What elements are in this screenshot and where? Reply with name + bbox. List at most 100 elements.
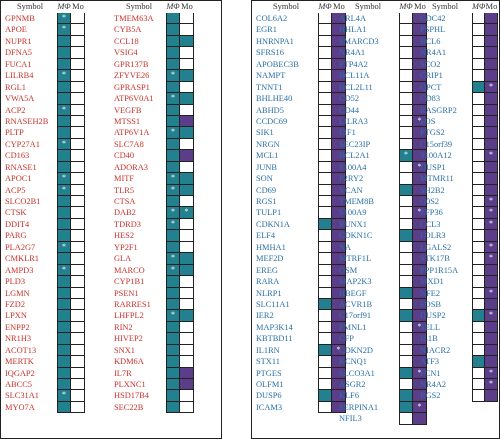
- macrophage-cell: [472, 241, 485, 254]
- significance-asterisk: *: [489, 150, 493, 160]
- monocyte-cell: [332, 196, 346, 208]
- monocyte-cell: *: [485, 196, 498, 208]
- monocyte-cell: [413, 127, 427, 139]
- monocyte-cell: [180, 230, 194, 242]
- gene-symbol: MITF: [114, 174, 135, 184]
- macrophage-cell: [57, 344, 71, 357]
- gene-symbol: SLCO2B1: [5, 197, 41, 206]
- macrophage-cell: [166, 356, 180, 368]
- macrophage-cell: [318, 310, 332, 322]
- gene-row: NR4A2 *: [418, 379, 498, 391]
- gene-symbol: EIF1: [339, 128, 356, 138]
- monocyte-cell: [71, 47, 85, 59]
- gene-symbol: ATP6V0A1: [114, 94, 154, 104]
- macrophage-cell: [472, 196, 485, 208]
- macrophage-cell: [318, 58, 332, 71]
- gene-row: BCL2L11: [337, 81, 427, 94]
- gene-row: RIN2: [112, 321, 194, 334]
- macrophage-cell: [472, 298, 485, 311]
- monocyte-cell: [180, 310, 194, 322]
- gene-symbol: LGALS2: [420, 242, 452, 252]
- macrophage-cell: [472, 264, 485, 277]
- gene-symbol: PLA2G7: [5, 242, 36, 252]
- macrophage-cell: [166, 390, 180, 402]
- monocyte-cell: *: [332, 344, 346, 357]
- monocyte-cell: [71, 207, 85, 219]
- gene-symbol: LILRB4: [5, 71, 34, 81]
- gene-symbol: DAB2: [114, 208, 136, 218]
- macrophage-cell: [399, 104, 413, 116]
- symbol-header: Symbol: [16, 2, 44, 11]
- gene-symbol: HNRNPA1: [256, 36, 294, 46]
- gene-row: NAMPT: [254, 70, 346, 82]
- macrophage-cell: [472, 356, 485, 368]
- monocyte-cell: [180, 379, 194, 391]
- monocyte-cell: [413, 413, 427, 425]
- gene-row: AMPD3 *: [3, 264, 85, 277]
- gene-row: APOE *: [3, 24, 85, 36]
- macrophage-cell: [57, 253, 71, 265]
- macrophage-cell: [166, 344, 180, 357]
- monocyte-cell: [71, 138, 85, 151]
- gene-symbol: SNX1: [114, 345, 135, 355]
- gene-row: LGALS2 *: [418, 241, 498, 254]
- macrophage-cell: [318, 196, 332, 208]
- macrophage-cell: [472, 184, 485, 196]
- macrophage-cell: [57, 287, 71, 299]
- gene-symbol: ZFP36: [420, 208, 443, 218]
- gene-row: NFIL3: [337, 413, 427, 425]
- symbol-header: Symbol: [272, 2, 300, 11]
- gene-row: ASGR2: [337, 379, 427, 391]
- gene-row: JUNB: [254, 161, 346, 174]
- macrophage-cell: [57, 321, 71, 334]
- gene-row: ATP6V0A1 *: [112, 93, 194, 105]
- macrophage-cell: [57, 47, 71, 59]
- monocyte-cell: [71, 70, 85, 82]
- gene-symbol: ATF3: [420, 357, 440, 367]
- gene-symbol: NUPR1: [5, 36, 32, 46]
- macrophage-cell: [399, 413, 413, 425]
- gene-symbol: APOE: [5, 25, 27, 35]
- monocyte-cell: [71, 401, 85, 414]
- gene-symbol: FCN1: [420, 368, 441, 378]
- macrophage-cell: [472, 70, 485, 82]
- macrophage-cell: [166, 58, 180, 71]
- significance-asterisk: *: [171, 184, 175, 194]
- gene-symbol: HHLA1: [339, 25, 367, 35]
- macrophage-cell: [318, 264, 332, 277]
- gene-row: DFNA5: [3, 47, 85, 59]
- macrophage-cell: [57, 379, 71, 391]
- gene-row: ACVR1B: [337, 298, 427, 311]
- gene-row: ICAM3: [254, 401, 346, 414]
- gene-symbol: VCAN: [339, 185, 363, 195]
- symbol-header: Symbol: [431, 2, 459, 11]
- macrophage-cell: [318, 321, 332, 334]
- gene-symbol: SLC11A1: [256, 299, 290, 309]
- gene-row: G0S2 *: [418, 196, 498, 208]
- macrophage-cell: [318, 218, 332, 231]
- gene-symbol: ABHD5: [256, 105, 284, 115]
- monocyte-header: Mo: [181, 2, 193, 11]
- gene-column: Symbol MΦ Mo TMEM63A CYB5A CCL18 VSIG4 GPR137B Z…: [112, 1, 194, 414]
- macrophage-cell: [472, 173, 485, 185]
- gene-row: EIF1: [337, 127, 427, 139]
- monocyte-cell: [180, 35, 194, 48]
- significance-asterisk: *: [184, 207, 189, 217]
- gene-symbol: OLFM1: [256, 380, 284, 389]
- gene-row: LPXN: [3, 310, 85, 322]
- gene-row: HBEGF: [337, 287, 427, 299]
- macrophage-cell: [166, 298, 180, 311]
- monocyte-cell: [180, 58, 194, 71]
- macrophage-cell: [166, 47, 180, 59]
- monocyte-cell: [413, 81, 427, 94]
- macrophage-cell: [318, 230, 332, 242]
- monocyte-cell: [71, 298, 85, 311]
- monocyte-cell: [485, 35, 498, 48]
- monocyte-cell: [413, 276, 427, 288]
- macrophage-cell: [318, 356, 332, 368]
- gene-row: APOBEC3B: [254, 58, 346, 71]
- gene-symbol: ATP6V1A: [114, 128, 150, 138]
- macrophage-cell: [472, 321, 485, 334]
- gene-row: KDM6A: [112, 356, 194, 368]
- gene-symbol: CYP1B1: [114, 277, 145, 287]
